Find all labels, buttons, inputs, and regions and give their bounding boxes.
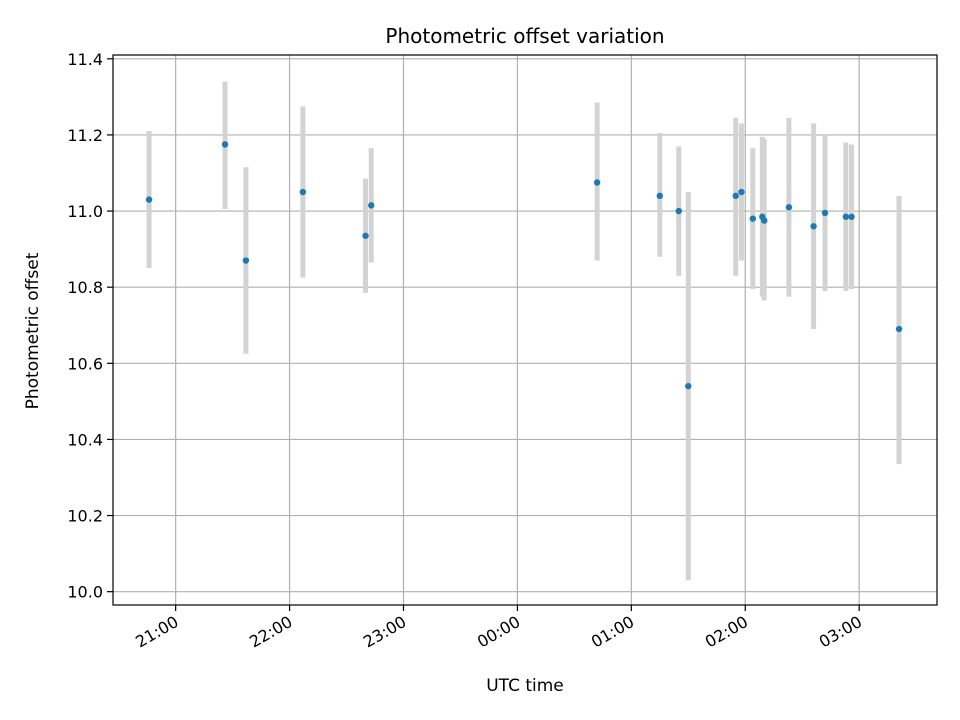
y-tick-label: 10.0 [67,583,103,602]
chart-title: Photometric offset variation [385,24,664,48]
y-tick-label: 11.0 [67,202,103,221]
data-point [299,188,307,196]
x-gridlines [175,55,860,605]
data-point [593,179,601,186]
data-point [785,204,793,211]
data-point [362,232,369,239]
data-point [810,223,817,230]
y-tick-label: 11.4 [67,50,103,69]
data-point [749,215,757,222]
y-tick-label: 10.2 [67,507,103,526]
plot-frame [112,54,938,606]
data-point [738,188,745,196]
y-tick-label: 10.8 [67,278,103,297]
data-point [368,202,375,209]
y-gridlines [113,58,937,593]
data-point [895,325,903,333]
data-point [242,257,250,264]
y-tick-label: 10.4 [67,430,103,449]
data-points [145,141,903,390]
y-axis-label: Photometric offset [23,252,43,409]
y-tick-label: 11.2 [67,126,103,145]
x-axis-label: UTC time [486,676,564,696]
data-point [685,382,692,390]
y-tick-label: 10.6 [67,354,103,373]
data-point [145,196,153,203]
y-axis-ticks: 10.0 10.2 10.4 10.6 10.8 11.0 11.2 11.4 [67,50,113,602]
data-point [675,207,682,215]
data-point [761,217,768,224]
data-point [221,141,229,148]
plot-area [113,55,937,605]
data-point [821,209,829,217]
data-point [656,192,664,200]
data-point [848,213,855,220]
data-point [842,213,850,220]
data-point [732,192,739,200]
